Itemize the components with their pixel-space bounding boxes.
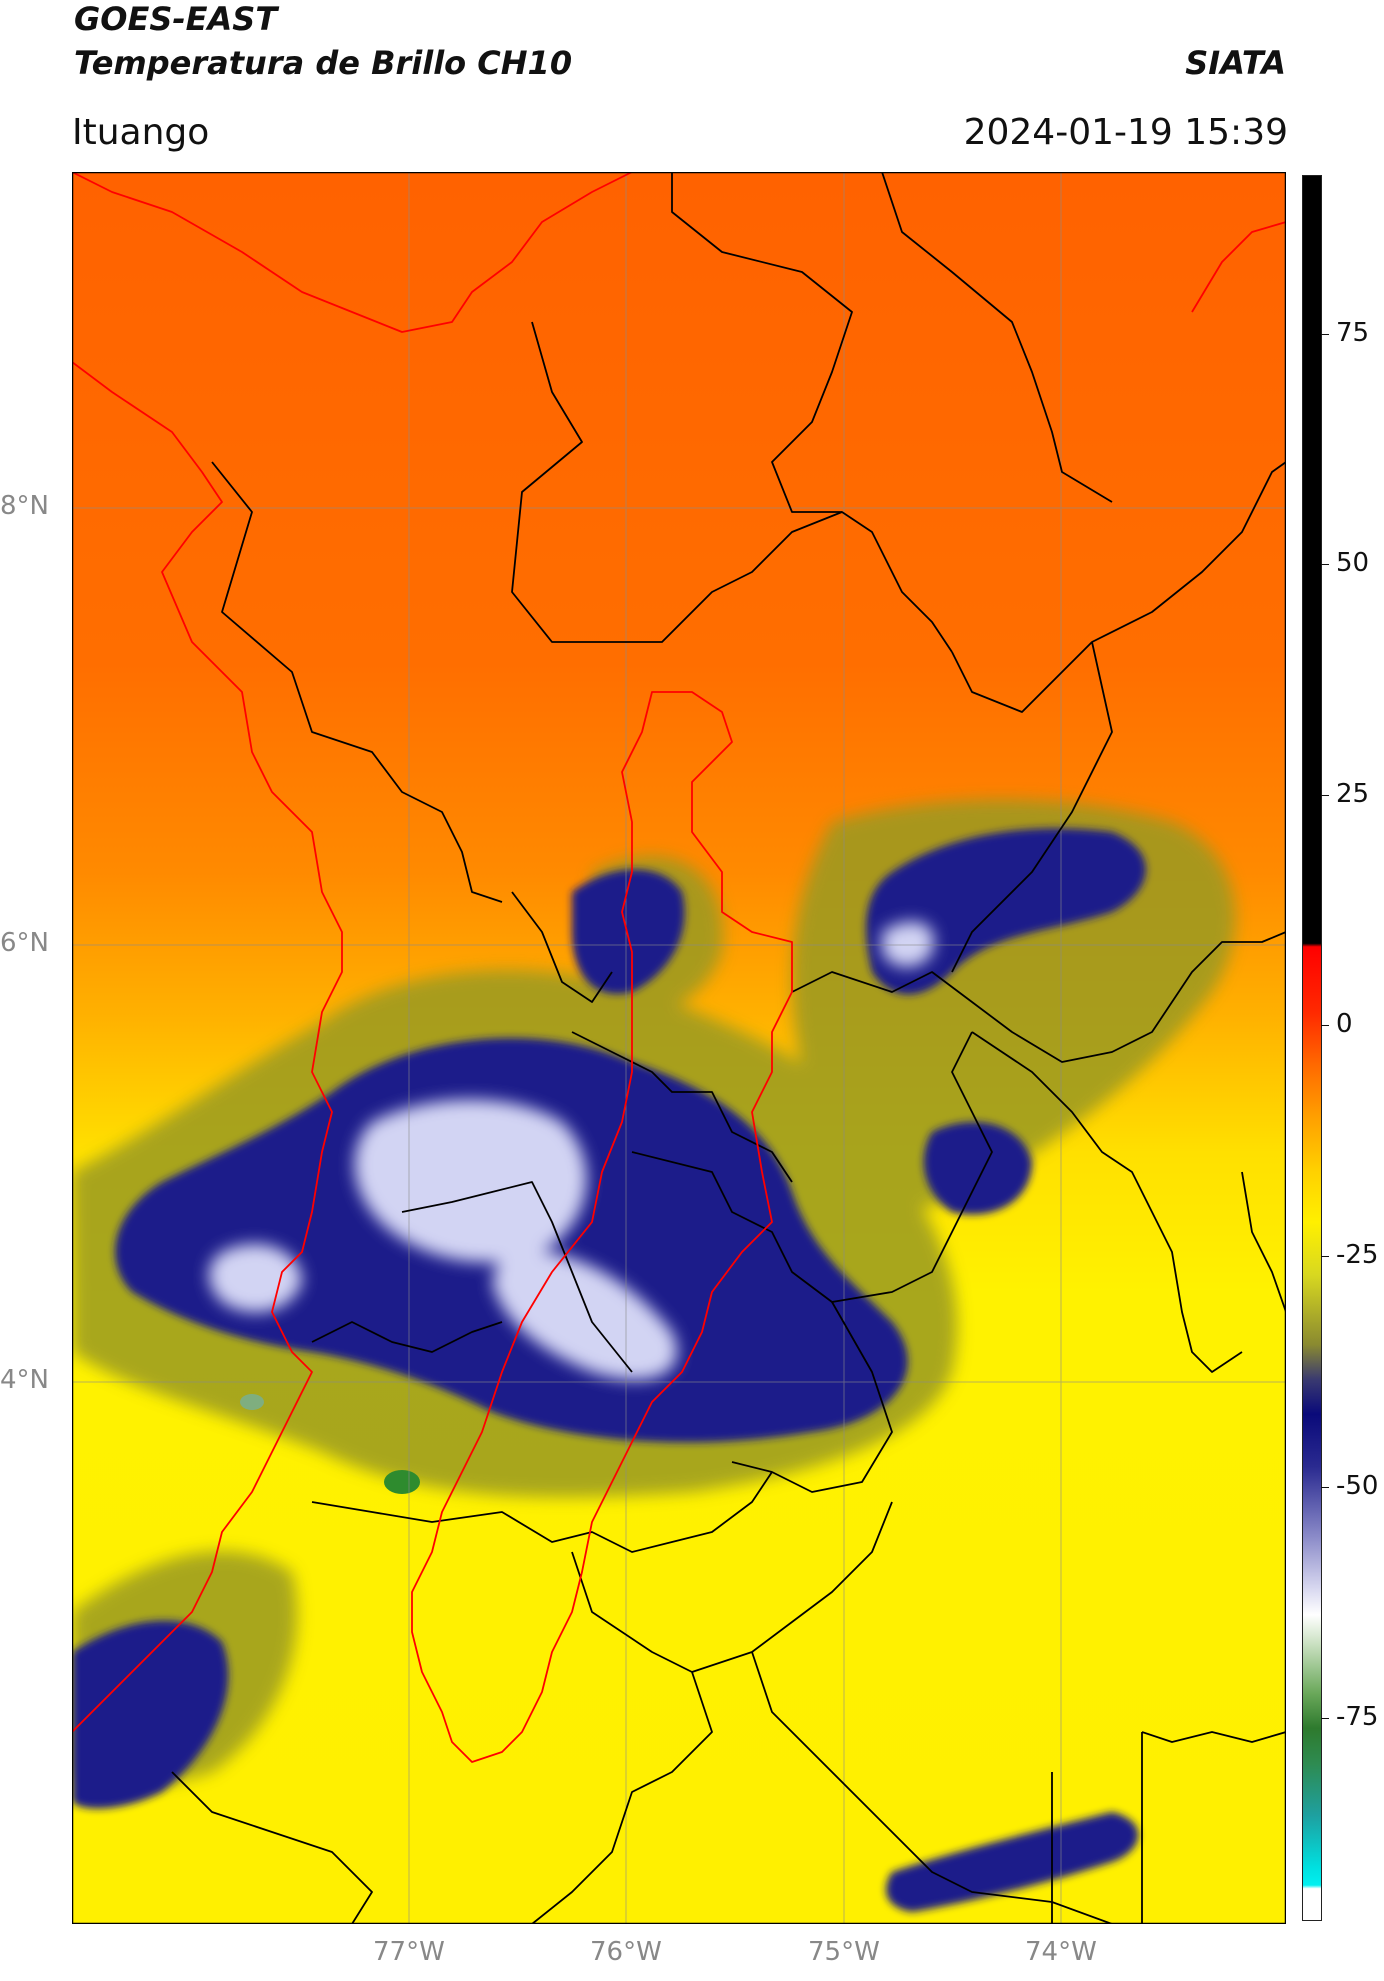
lon-label-74w: 74°W	[1025, 1937, 1097, 1967]
colorbar-tick-neg75: -75	[1336, 1702, 1379, 1732]
gridlines	[72, 172, 1286, 1924]
colorbar-tick-25: 25	[1336, 779, 1370, 809]
colorbar-tick-neg25: -25	[1336, 1240, 1379, 1270]
department-boundaries	[171, 172, 1286, 1924]
lon-label-77w: 77°W	[373, 1937, 445, 1967]
timestamp-label: 2024-01-19 15:39	[963, 112, 1288, 153]
lon-label-76w: 76°W	[590, 1937, 662, 1967]
map-border	[72, 172, 1286, 1924]
temperature-colorbar	[1302, 175, 1322, 1921]
region-label: Ituango	[72, 112, 210, 153]
colorbar-tick-neg50: -50	[1336, 1471, 1379, 1501]
product-title: Temperatura de Brillo CH10	[74, 44, 573, 82]
cold-core-layer	[208, 921, 934, 1380]
lat-label-6n: 6°N	[0, 928, 49, 958]
lat-label-8n: 8°N	[0, 491, 49, 521]
satellite-title: GOES-EAST	[74, 0, 278, 38]
colorbar-tick-0: 0	[1336, 1009, 1353, 1039]
coldest-spot-2	[240, 1394, 264, 1410]
red-boundaries	[72, 172, 1286, 1763]
agency-label: SIATA	[1185, 44, 1286, 82]
colorbar-tick-75: 75	[1336, 318, 1370, 348]
colorbar-tick-50: 50	[1336, 548, 1370, 578]
lat-label-4n: 4°N	[0, 1365, 49, 1395]
brightness-temperature-map	[72, 172, 1286, 1924]
lon-label-75w: 75°W	[808, 1937, 880, 1967]
coldest-spot	[384, 1470, 420, 1494]
